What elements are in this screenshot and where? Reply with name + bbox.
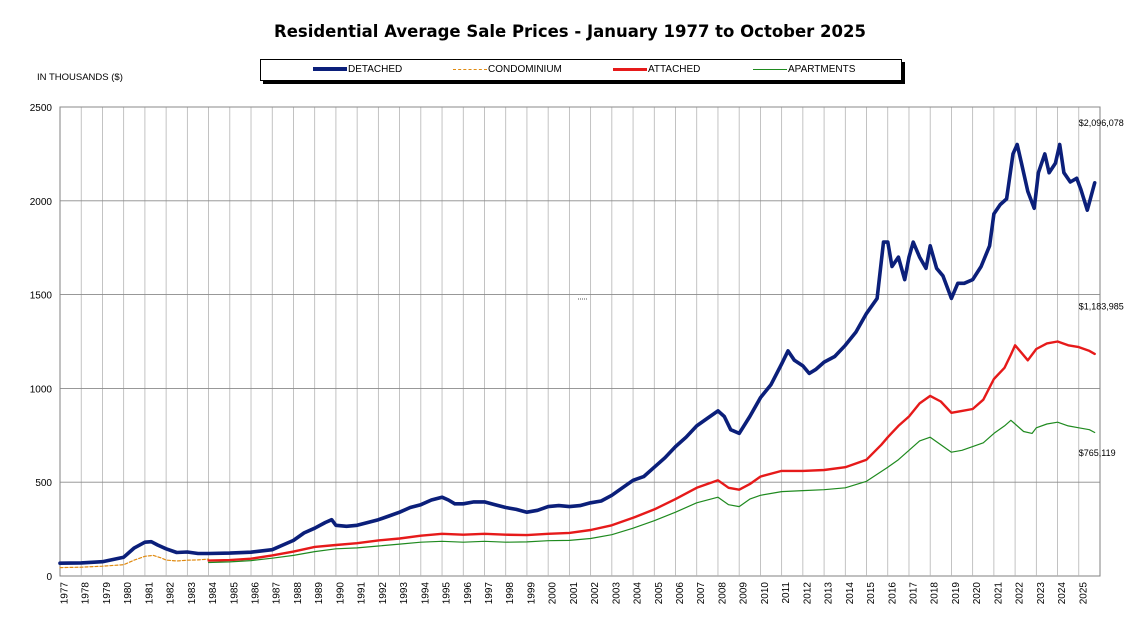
x-tick-label: 1994 [420,582,431,605]
x-tick-label: 1981 [144,582,155,605]
x-tick-label: 1978 [81,582,92,605]
legend: DETACHED CONDOMINIUM ATTACHED APARTMENTS [260,59,902,81]
plot-area [59,106,1101,577]
x-tick-label: 1977 [60,582,71,605]
x-tick-label: 2011 [781,582,792,604]
legend-label-attached: ATTACHED [648,64,701,75]
y-tick-label: 500 [35,478,52,489]
x-tick-label: 1990 [335,582,346,605]
x-tick-label: 2018 [930,582,941,605]
annotation-attached: $1,183,985 [1079,302,1124,312]
x-tick-label: 1997 [484,582,495,605]
x-tick-label: 2010 [760,582,771,605]
x-tick-label: 2009 [739,582,750,605]
y-tick-label: 2000 [30,197,53,208]
x-tick-label: 1983 [187,582,198,605]
y-tick-label: 1500 [30,291,53,302]
x-tick-label: 2022 [1015,582,1026,605]
legend-label-apartments: APARTMENTS [788,64,856,75]
x-tick-label: 2016 [887,582,898,605]
annotation-detached: $2,096,078 [1079,118,1124,128]
x-tick-label: 1980 [123,582,134,605]
legend-swatch-apartments [753,69,787,70]
annotation-apartments: $765,119 [1079,448,1116,458]
y-axis-unit-label: IN THOUSANDS ($) [37,72,123,83]
legend-swatch-attached [613,68,647,71]
x-tick-label: 2025 [1078,582,1089,605]
x-tick-label: 2014 [845,582,856,605]
y-tick-label: 1000 [30,384,53,395]
x-tick-label: 1999 [526,582,537,605]
chart-title: Residential Average Sale Prices - Januar… [274,22,866,41]
series-line-detached [58,142,1097,566]
x-tick-label: 2013 [824,582,835,605]
x-tick-label: 1985 [229,582,240,605]
x-tick-label: 1989 [314,582,325,605]
x-tick-label: 2019 [951,582,962,605]
x-tick-label: 2001 [569,582,580,605]
legend-swatch-condominium [453,69,487,70]
x-tick-label: 2005 [654,582,665,605]
x-tick-label: 1992 [378,582,389,605]
x-tick-label: 2004 [633,582,644,605]
y-tick-label: 0 [46,572,52,583]
x-tick-label: 1979 [102,582,113,605]
x-tick-label: 2007 [696,582,707,605]
x-tick-label: 1991 [357,582,368,605]
x-tick-label: 2000 [548,582,559,605]
x-tick-label: 1984 [208,582,219,605]
y-tick-label: 2500 [30,103,53,114]
series-line-condominium [59,554,210,569]
x-tick-label: 2003 [611,582,622,605]
series-line-apartments [208,419,1096,564]
x-tick-label: 2002 [590,582,601,605]
x-tick-label: 2020 [972,582,983,605]
legend-label-detached: DETACHED [348,64,403,75]
x-tick-label: 1995 [442,582,453,605]
x-tick-label: 2023 [1036,582,1047,605]
x-tick-label: 2015 [866,582,877,605]
x-tick-label: 2017 [908,582,919,605]
x-tick-label: 1986 [251,582,262,605]
x-tick-label: 2006 [675,582,686,605]
series-line-attached [207,340,1096,562]
x-tick-label: 1993 [399,582,410,605]
legend-label-condominium: CONDOMINIUM [488,64,562,75]
x-tick-label: 1987 [272,582,283,605]
x-tick-label: 2021 [993,582,1004,605]
x-tick-label: 2024 [1057,582,1068,605]
x-tick-label: 1982 [166,582,177,605]
x-tick-label: 1998 [505,582,516,605]
x-tick-label: 1988 [293,582,304,605]
x-tick-label: 2012 [802,582,813,605]
legend-swatch-detached [313,67,347,71]
x-tick-label: 1996 [463,582,474,605]
x-tick-label: 2008 [717,582,728,605]
